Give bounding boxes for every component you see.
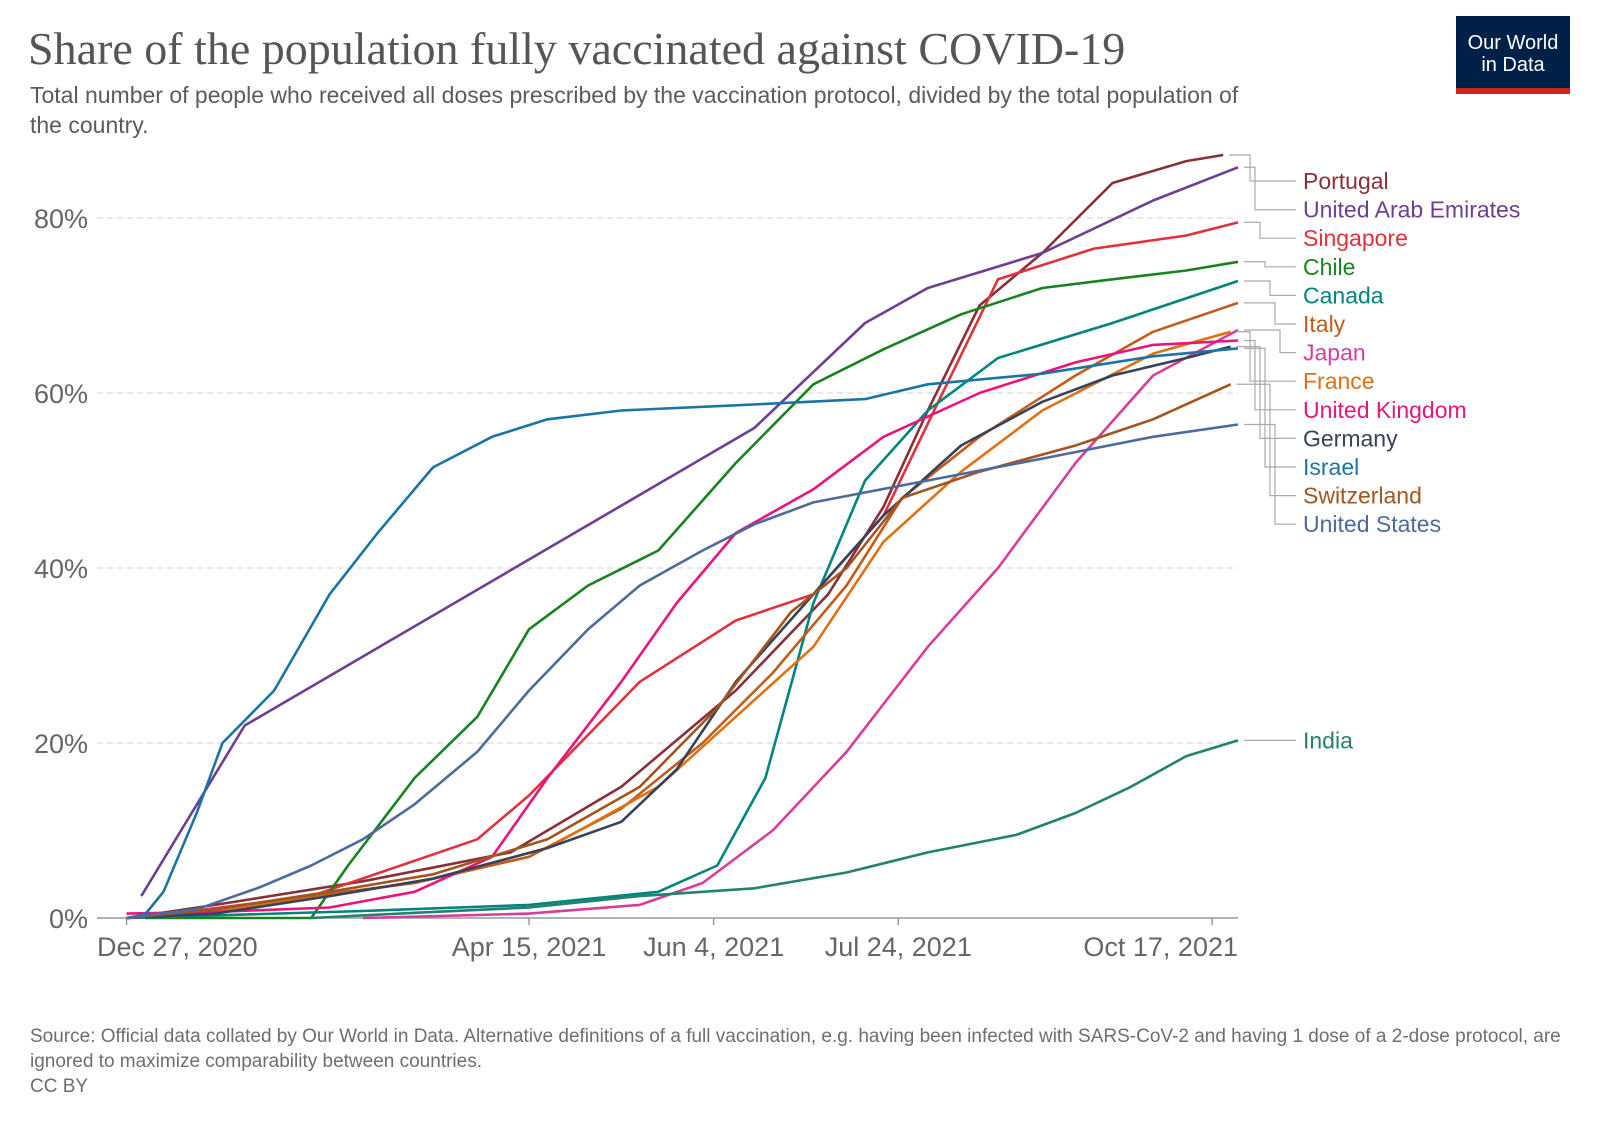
x-tick-label: Dec 27, 2020: [97, 932, 258, 962]
series-label-chile[interactable]: Chile: [1303, 254, 1355, 280]
y-axis: 0% 20% 40% 60% 80%: [34, 204, 88, 934]
x-tick-label: Jun 4, 2021: [643, 932, 784, 962]
series-lines: [126, 153, 1239, 920]
series-label-singapore[interactable]: Singapore: [1303, 225, 1408, 251]
x-tick-label: Jul 24, 2021: [825, 932, 972, 962]
label-connector: [1236, 346, 1296, 439]
label-connector: [1244, 339, 1296, 411]
series-line-france[interactable]: [126, 330, 1231, 920]
label-connector: [1244, 166, 1296, 211]
series-line-united-states[interactable]: [126, 423, 1239, 920]
series-label-united-states[interactable]: United States: [1303, 511, 1441, 537]
label-connector: [1244, 280, 1296, 296]
y-tick-label: 80%: [34, 204, 88, 234]
chart-subtitle: Total number of people who received all …: [30, 82, 1239, 138]
x-tick-label: Oct 17, 2021: [1083, 932, 1238, 962]
source-note: Source: Official data collated by Our Wo…: [30, 1026, 1561, 1072]
series-label-israel[interactable]: Israel: [1303, 454, 1359, 480]
series-label-united-arab-emirates[interactable]: United Arab Emirates: [1303, 197, 1520, 223]
footer: Source: Official data collated by Our Wo…: [30, 1024, 1570, 1099]
series-line-chile[interactable]: [145, 260, 1239, 920]
x-axis: Dec 27, 2020 Apr 15, 2021 Jun 4, 2021 Jul 2…: [97, 917, 1238, 962]
license-link[interactable]: CC BY: [30, 1076, 89, 1097]
label-connector: [1236, 383, 1296, 497]
label-connector: [1244, 423, 1296, 525]
series-line-switzerland[interactable]: [126, 383, 1232, 920]
series-label-india[interactable]: India: [1303, 727, 1353, 753]
logo-line-1: Our World: [1467, 32, 1559, 54]
y-tick-label: 0%: [49, 904, 88, 934]
label-connector: [1236, 331, 1296, 382]
series-line-india[interactable]: [311, 739, 1239, 920]
label-connector: [1244, 221, 1296, 239]
series-line-japan[interactable]: [362, 328, 1239, 920]
chart-title: Share of the population fully vaccinated…: [28, 23, 1126, 74]
label-connector: [1244, 302, 1296, 325]
series-label-switzerland[interactable]: Switzerland: [1303, 483, 1422, 509]
logo-accent-bar: [1456, 88, 1570, 94]
series-line-portugal[interactable]: [126, 153, 1224, 920]
series-label-italy[interactable]: Italy: [1303, 311, 1346, 337]
series-label-japan[interactable]: Japan: [1303, 340, 1366, 366]
series-line-italy[interactable]: [126, 301, 1239, 920]
y-tick-label: 40%: [34, 554, 88, 584]
x-tick-label: Apr 15, 2021: [452, 932, 607, 962]
series-label-canada[interactable]: Canada: [1303, 282, 1384, 308]
y-tick-label: 60%: [34, 379, 88, 409]
logo-line-2: in Data: [1481, 54, 1545, 76]
series-label-united-kingdom[interactable]: United Kingdom: [1303, 397, 1467, 423]
series-line-united-arab-emirates[interactable]: [140, 166, 1239, 897]
series-label-germany[interactable]: Germany: [1303, 425, 1398, 451]
series-line-united-kingdom[interactable]: [126, 339, 1239, 915]
series-line-israel[interactable]: [126, 347, 1239, 920]
series-line-germany[interactable]: [126, 345, 1231, 920]
series-label-france[interactable]: France: [1303, 368, 1375, 394]
series-line-canada[interactable]: [126, 279, 1239, 920]
label-connector: [1244, 347, 1296, 468]
label-connector: [1244, 329, 1296, 354]
y-tick-label: 20%: [34, 729, 88, 759]
label-connector: [1229, 154, 1296, 182]
series-label-portugal[interactable]: Portugal: [1303, 168, 1389, 194]
owid-logo[interactable]: Our World in Data: [1456, 16, 1570, 94]
gridlines: [97, 217, 1238, 744]
label-connector: [1244, 261, 1296, 268]
line-chart: 0% 20% 40% 60% 80% Dec 27, 2020 Apr 15, 2021 J…: [34, 153, 1520, 962]
